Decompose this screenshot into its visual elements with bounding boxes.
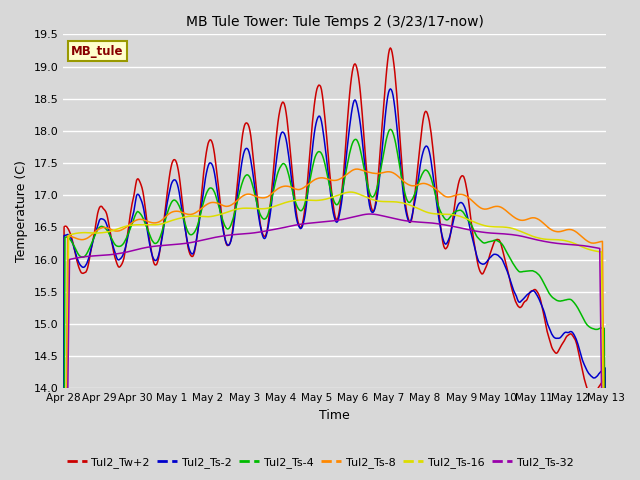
Legend: Tul2_Tw+2, Tul2_Ts-2, Tul2_Ts-4, Tul2_Ts-8, Tul2_Ts-16, Tul2_Ts-32: Tul2_Tw+2, Tul2_Ts-2, Tul2_Ts-4, Tul2_Ts… [62, 452, 578, 472]
Title: MB Tule Tower: Tule Temps 2 (3/23/17-now): MB Tule Tower: Tule Temps 2 (3/23/17-now… [186, 15, 484, 29]
Y-axis label: Temperature (C): Temperature (C) [15, 160, 28, 262]
Text: MB_tule: MB_tule [71, 45, 124, 58]
X-axis label: Time: Time [319, 409, 350, 422]
